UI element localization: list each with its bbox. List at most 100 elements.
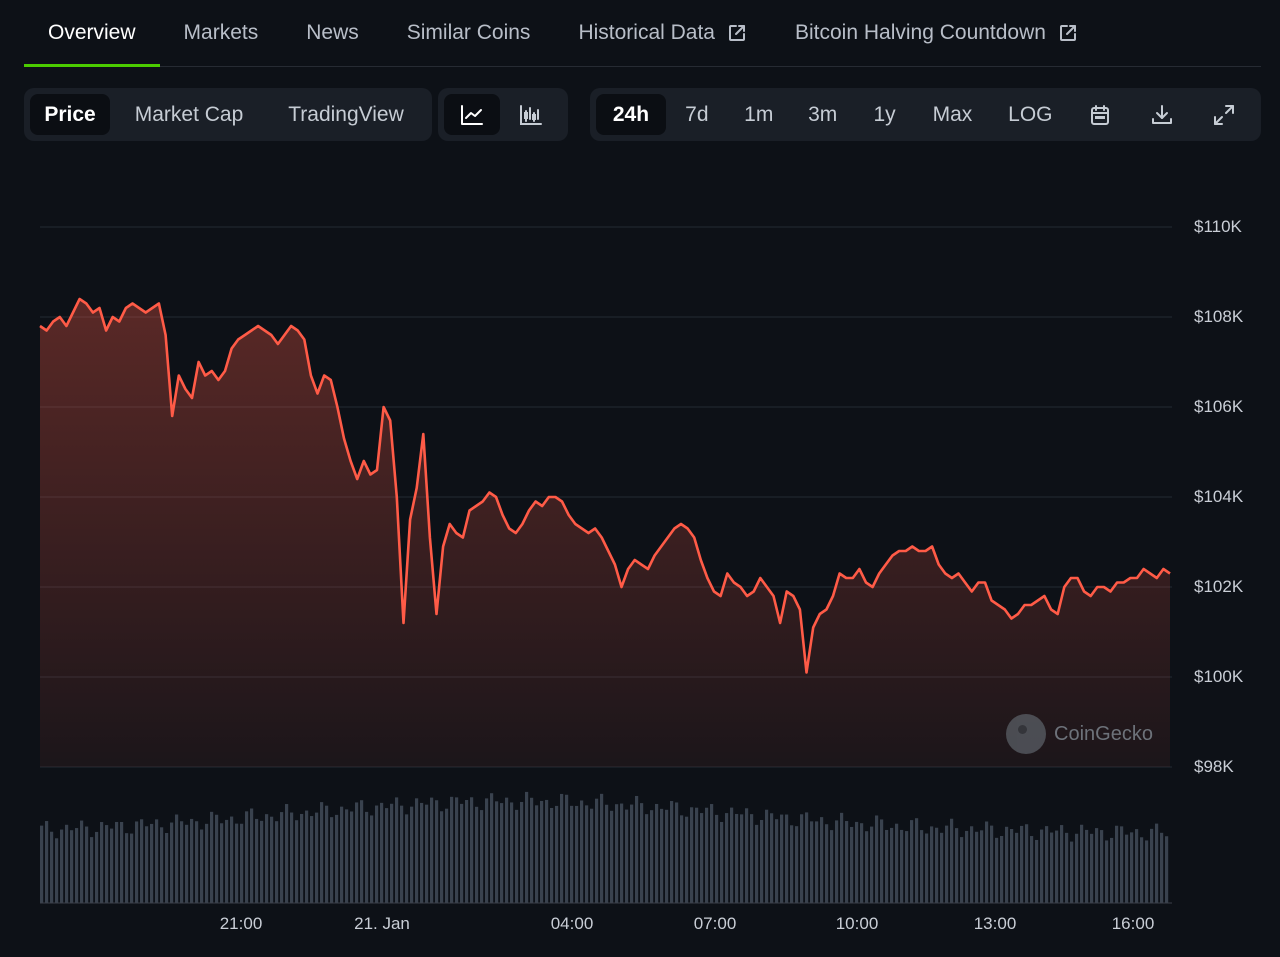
tab-bitcoin-halving-label: Bitcoin Halving Countdown xyxy=(794,21,1046,44)
price-chart[interactable]: $110K $108K $106K $104K $102K $100K $98K 21:00… xyxy=(0,150,1280,957)
volume-bar xyxy=(305,810,309,903)
volume-bar xyxy=(350,811,354,903)
volume-bar xyxy=(155,819,159,903)
volume-bar xyxy=(695,807,699,903)
volume-bar xyxy=(1125,834,1129,903)
range-max-button[interactable]: Max xyxy=(932,102,973,126)
volume-bar xyxy=(965,830,969,903)
volume-bar xyxy=(900,829,904,903)
volume-bar xyxy=(870,826,874,903)
volume-bar xyxy=(1025,824,1029,903)
log-scale-button[interactable]: LOG xyxy=(1008,102,1053,126)
price-line xyxy=(39,297,1171,674)
volume-bar xyxy=(950,818,954,903)
volume-bar xyxy=(205,823,209,903)
volume-bar xyxy=(285,804,289,903)
price-button[interactable]: Price xyxy=(30,94,110,135)
volume-bar xyxy=(520,801,524,903)
volume-bar xyxy=(250,808,254,903)
volume-bar xyxy=(525,791,529,903)
volume-bar xyxy=(80,820,84,903)
volume-bar xyxy=(150,823,154,903)
volume-bar xyxy=(1035,839,1039,903)
volume-bar xyxy=(935,827,939,903)
volume-bar xyxy=(705,807,709,903)
volume-bar xyxy=(825,824,829,903)
volume-bar xyxy=(830,830,834,903)
volume-bar xyxy=(995,837,999,903)
metric-toggle: Price Market Cap TradingView xyxy=(24,88,432,141)
volume-bar xyxy=(110,828,114,903)
volume-bar xyxy=(385,808,389,903)
volume-bar xyxy=(455,797,459,903)
range-3m-button[interactable]: 3m xyxy=(808,102,838,126)
volume-bar xyxy=(625,809,629,903)
y-axis-tick-label: $108K xyxy=(1194,307,1244,326)
range-24h-button[interactable]: 24h xyxy=(596,94,666,135)
candlestick-chart-button[interactable] xyxy=(500,94,562,135)
volume-bar xyxy=(130,833,134,903)
volume-bar xyxy=(1000,836,1004,903)
volume-bar xyxy=(740,814,744,903)
volume-bar xyxy=(960,837,964,903)
volume-bar xyxy=(970,826,974,903)
tab-overview[interactable]: Overview xyxy=(24,0,160,67)
volume-bar xyxy=(60,829,64,903)
range-1m-button[interactable]: 1m xyxy=(744,102,774,126)
volume-bar xyxy=(620,803,624,903)
volume-bar xyxy=(275,821,279,903)
download-button[interactable] xyxy=(1131,94,1193,135)
volume-bar xyxy=(1090,833,1094,903)
volume-bar xyxy=(1015,832,1019,903)
volume-bar xyxy=(325,805,329,903)
coingecko-watermark: CoinGecko xyxy=(1006,714,1153,754)
tab-similar-coins-label: Similar Coins xyxy=(406,21,531,44)
market-cap-button[interactable]: Market Cap xyxy=(134,102,244,126)
volume-bar xyxy=(720,821,724,903)
x-axis-tick-label: 13:00 xyxy=(973,914,1017,933)
volume-bar xyxy=(435,800,439,903)
volume-bar xyxy=(345,809,349,903)
volume-bar xyxy=(1020,825,1024,903)
calendar-button[interactable] xyxy=(1069,94,1131,135)
fullscreen-button[interactable] xyxy=(1193,94,1255,135)
calendar-icon xyxy=(1091,104,1110,125)
volume-bar xyxy=(1165,836,1169,903)
tab-bitcoin-halving-countdown[interactable]: Bitcoin Halving Countdown xyxy=(771,0,1102,66)
tab-historical-data[interactable]: Historical Data xyxy=(554,0,771,66)
volume-bar xyxy=(100,822,104,903)
volume-bar xyxy=(220,823,224,903)
range-1y-button[interactable]: 1y xyxy=(873,102,896,126)
volume-bar xyxy=(710,804,714,903)
volume-bar xyxy=(585,805,589,903)
volume-bar xyxy=(45,821,49,903)
tab-markets[interactable]: Markets xyxy=(160,0,283,66)
volume-bar xyxy=(920,830,924,903)
volume-bar xyxy=(500,803,504,903)
tab-news[interactable]: News xyxy=(282,0,383,66)
coingecko-logo-icon xyxy=(1006,714,1046,754)
line-chart-button[interactable] xyxy=(444,94,500,135)
volume-bar xyxy=(835,820,839,903)
tradingview-button[interactable]: TradingView xyxy=(288,102,404,126)
volume-bar xyxy=(420,802,424,903)
volume-bar xyxy=(1040,829,1044,903)
volume-bar xyxy=(165,832,169,903)
volume-bar xyxy=(1080,824,1084,903)
tab-news-label: News xyxy=(306,21,359,44)
volume-bar xyxy=(1115,825,1119,903)
volume-bar xyxy=(885,829,889,903)
volume-bar xyxy=(860,823,864,903)
volume-bar xyxy=(855,821,859,903)
volume-bar xyxy=(395,797,399,903)
volume-bar xyxy=(685,816,689,903)
volume-bar xyxy=(255,818,259,903)
tab-similar-coins[interactable]: Similar Coins xyxy=(383,0,555,66)
volume-bar xyxy=(795,826,799,903)
range-7d-button[interactable]: 7d xyxy=(685,102,709,126)
volume-bar xyxy=(990,825,994,903)
volume-bar xyxy=(675,802,679,903)
volume-bar xyxy=(715,814,719,903)
external-link-icon xyxy=(727,23,747,43)
volume-bar xyxy=(805,812,809,903)
